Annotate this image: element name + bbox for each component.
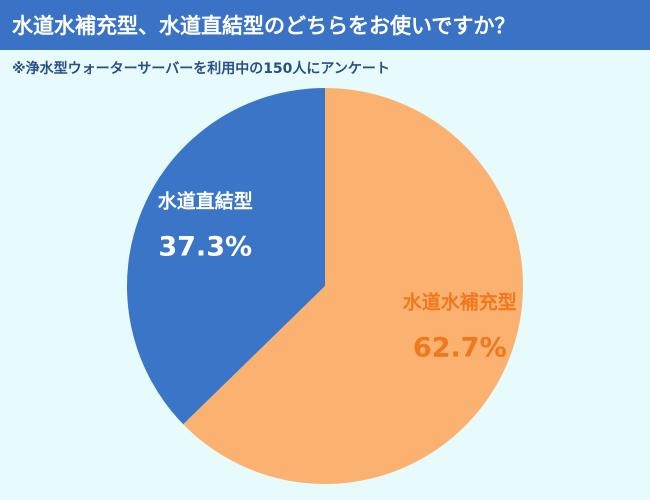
pie-labels: 水道水補充型 62.7% 水道直結型 37.3% (158, 189, 517, 363)
slice-name-label: 水道水補充型 (403, 291, 517, 314)
pie-slice-0 (183, 88, 524, 484)
pie-slices (127, 87, 524, 484)
slice-value-label: 62.7% (413, 333, 507, 364)
survey-note: ※浄水型ウォーターサーバーを利用中の150人にアンケート (12, 61, 390, 77)
slice-name-label: 水道直結型 (158, 189, 253, 212)
chart-title: 水道水補充型、水道直結型のどちらをお使いですか？ (12, 14, 516, 38)
slice-value-label: 37.3% (158, 231, 252, 262)
title-bar: 水道水補充型、水道直結型のどちらをお使いですか？ (0, 0, 650, 50)
pie-slice-1 (127, 87, 325, 425)
